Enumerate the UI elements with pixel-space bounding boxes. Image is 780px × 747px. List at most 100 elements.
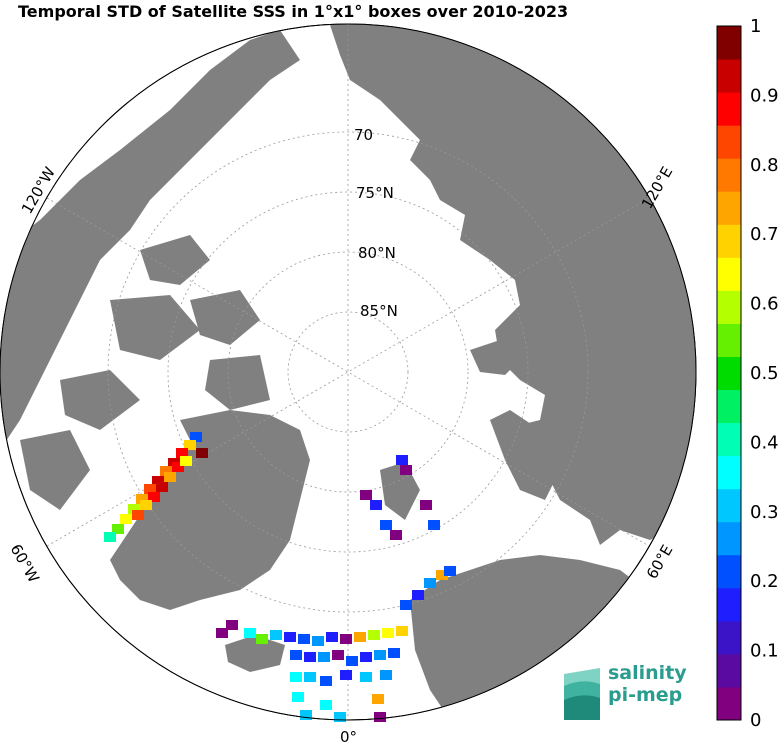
colorbar-segment bbox=[717, 587, 741, 622]
colorbar-tick-label: 1 bbox=[750, 16, 761, 37]
sss-std-cell bbox=[436, 570, 448, 580]
logo-line2: pi-mep bbox=[608, 684, 683, 706]
sss-std-cell bbox=[396, 455, 408, 465]
colorbar-tick-label: 0.6 bbox=[750, 294, 779, 315]
colorbar-tick-label: 0 bbox=[750, 710, 761, 731]
map-border bbox=[0, 23, 697, 721]
colorbar-segment bbox=[717, 620, 741, 655]
sss-std-cell bbox=[304, 652, 316, 662]
sss-std-cell bbox=[298, 634, 310, 644]
land-iceland bbox=[225, 635, 285, 672]
colorbar-segment bbox=[717, 158, 741, 192]
sss-std-cell bbox=[382, 628, 394, 638]
colorbar-tick-label: 0.1 bbox=[750, 641, 779, 662]
sss-std-cell bbox=[390, 530, 402, 540]
colorbar-segment bbox=[717, 389, 741, 424]
sss-std-cell bbox=[380, 520, 392, 530]
sss-std-cell bbox=[420, 500, 432, 510]
lat-label-75: 75°N bbox=[356, 184, 394, 202]
colorbar-segment bbox=[717, 422, 741, 457]
land-archipelago-6 bbox=[20, 430, 90, 510]
colorbar-segment bbox=[717, 125, 741, 159]
sss-std-cell bbox=[340, 634, 352, 644]
sss-std-cell bbox=[112, 524, 124, 534]
salinity-pimep-logo: salinity pi-mep bbox=[560, 660, 720, 735]
sss-std-cell bbox=[190, 432, 202, 442]
sss-std-cell bbox=[388, 648, 400, 658]
sss-std-cell bbox=[424, 578, 436, 588]
sss-std-cell bbox=[104, 532, 116, 542]
lat-label-70: 70 bbox=[354, 126, 373, 144]
sss-std-cell bbox=[226, 620, 238, 630]
colorbar-segment bbox=[717, 521, 741, 556]
sss-std-cell bbox=[180, 456, 192, 466]
sss-std-cell bbox=[304, 672, 316, 682]
sss-std-cell bbox=[380, 670, 392, 680]
sss-std-cell bbox=[164, 472, 176, 482]
land-archipelago-2 bbox=[110, 295, 200, 360]
sss-std-cell bbox=[340, 670, 352, 680]
colorbar-tick-label: 0.3 bbox=[750, 502, 779, 523]
colorbar-segment bbox=[717, 26, 741, 60]
sss-std-cell bbox=[318, 652, 330, 662]
land-svalbard bbox=[380, 462, 420, 520]
sss-std-cell bbox=[144, 484, 156, 494]
colorbar-tick-label: 0.2 bbox=[750, 571, 779, 592]
sss-std-cell bbox=[374, 712, 386, 722]
colorbar-tick-label: 0.5 bbox=[750, 363, 779, 384]
colorbar-segment bbox=[717, 59, 741, 93]
sss-std-cell bbox=[332, 650, 344, 660]
land-archipelago-1 bbox=[140, 235, 210, 285]
colorbar-segment bbox=[717, 554, 741, 589]
lon-label-60w: 60°W bbox=[7, 541, 43, 586]
lat-label-85: 85°N bbox=[360, 302, 398, 320]
sss-std-cell bbox=[444, 566, 456, 576]
sss-std-cell bbox=[244, 628, 256, 638]
sss-std-cell bbox=[216, 628, 228, 638]
sss-std-cell bbox=[360, 490, 372, 500]
sss-std-cell bbox=[152, 476, 164, 486]
sss-std-cell bbox=[360, 672, 372, 682]
sss-std-cell bbox=[290, 650, 302, 660]
sss-std-cell bbox=[334, 712, 346, 722]
colorbar-segment bbox=[717, 224, 741, 258]
lat-label-80: 80°N bbox=[358, 244, 396, 262]
sss-std-cell bbox=[412, 590, 424, 600]
sss-std-cell bbox=[136, 494, 148, 504]
colorbar-tick-label: 0.7 bbox=[750, 224, 779, 245]
sss-std-cell bbox=[400, 465, 412, 475]
colorbar-segment bbox=[717, 455, 741, 490]
land-archipelago-3 bbox=[190, 290, 260, 345]
colorbar-segment bbox=[717, 323, 741, 357]
colorbar-segment bbox=[717, 356, 741, 391]
sss-std-cell bbox=[360, 652, 372, 662]
colorbar-segment bbox=[717, 686, 741, 721]
sss-std-cells bbox=[104, 432, 456, 722]
land-franz-josef bbox=[470, 340, 520, 375]
colorbar-segment bbox=[717, 653, 741, 688]
sss-std-cell bbox=[172, 462, 184, 472]
sss-std-cell bbox=[196, 448, 208, 458]
sss-std-cell bbox=[120, 514, 132, 524]
colorbar-tick-label: 0.4 bbox=[750, 432, 779, 453]
sss-std-cell bbox=[370, 500, 382, 510]
sss-std-cell bbox=[292, 692, 304, 702]
sss-std-cell bbox=[132, 510, 144, 520]
sss-std-cell bbox=[346, 656, 358, 666]
sss-std-cell bbox=[300, 710, 312, 720]
sss-std-cell bbox=[160, 466, 172, 476]
sss-std-cell bbox=[290, 672, 302, 682]
sss-std-cell bbox=[372, 694, 384, 704]
land-archipelago-4 bbox=[205, 355, 270, 410]
land-greenland bbox=[110, 410, 310, 610]
colorbar-tick-label: 0.9 bbox=[750, 85, 779, 106]
logo-line1: salinity bbox=[608, 662, 687, 684]
colorbar-segment bbox=[717, 488, 741, 523]
logo-icon bbox=[564, 668, 600, 720]
colorbar-segment bbox=[717, 290, 741, 324]
sss-std-cell bbox=[312, 636, 324, 646]
figure-title: Temporal STD of Satellite SSS in 1°x1° b… bbox=[18, 2, 569, 21]
colorbar-frame bbox=[716, 25, 742, 721]
